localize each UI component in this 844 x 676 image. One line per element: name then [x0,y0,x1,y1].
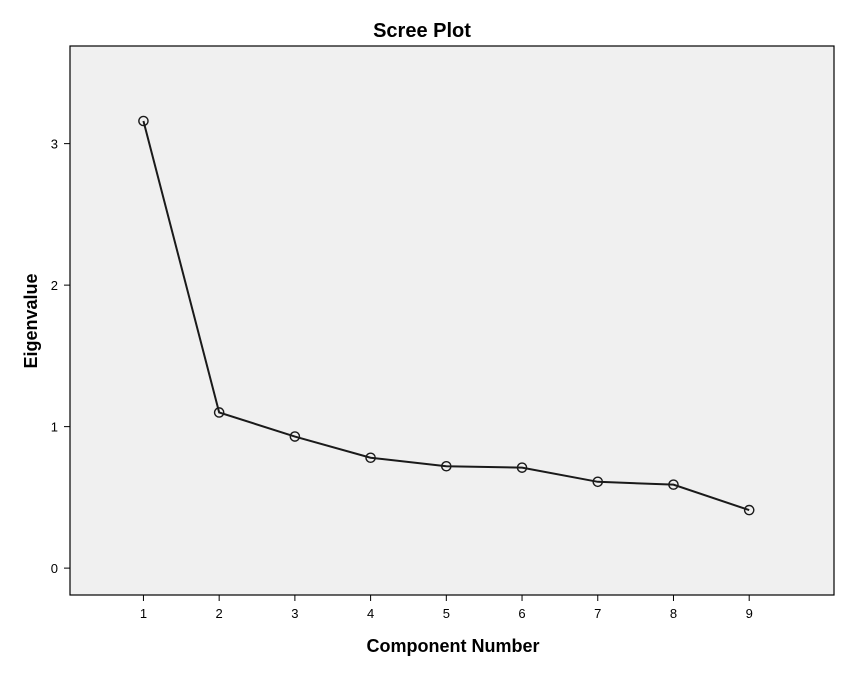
y-tick-label: 0 [51,561,58,576]
data-point [138,115,149,127]
x-axis-label: Component Number [367,636,540,656]
data-point [668,479,679,490]
data-point [213,407,225,418]
series-line [142,120,750,512]
x-tick-label: 4 [367,606,374,621]
data-point [289,431,301,442]
data-point [365,452,376,464]
data-point [743,504,755,516]
x-tick-label: 3 [291,606,298,621]
x-tick-label: 2 [216,606,223,621]
series-points [138,115,755,516]
x-axis-ticks: 1 2 3 4 5 6 7 8 9 [140,595,753,621]
x-tick-label: 6 [518,606,525,621]
y-tick-label: 1 [51,420,58,435]
x-tick-label: 1 [140,606,147,621]
chart-title: Scree Plot [373,20,471,42]
x-tick-label: 9 [746,606,753,621]
data-point [592,476,604,488]
y-axis-label: Eigenvalue [21,273,41,368]
y-tick-label: 3 [51,137,58,152]
x-tick-label: 7 [594,606,601,621]
y-axis-ticks: 0 1 2 3 [51,137,70,576]
x-tick-label: 8 [670,606,677,621]
plot-area [69,45,835,596]
x-tick-label: 5 [443,606,450,621]
data-point [516,462,528,473]
y-tick-label: 2 [51,278,58,293]
data-point [441,460,452,472]
